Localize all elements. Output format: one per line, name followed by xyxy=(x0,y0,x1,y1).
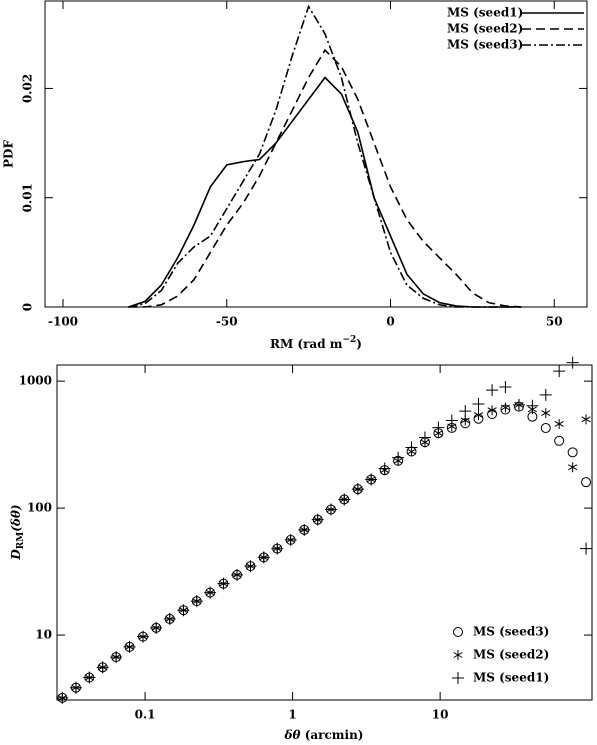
marker xyxy=(432,421,445,434)
top-y-label: PDF xyxy=(2,140,16,168)
marker xyxy=(452,672,464,684)
marker xyxy=(311,513,324,526)
marker xyxy=(580,542,593,555)
marker xyxy=(150,621,163,634)
marker xyxy=(244,560,257,573)
marker xyxy=(567,447,578,458)
marker xyxy=(500,402,510,413)
x-tick-label: -50 xyxy=(216,315,238,329)
y-tick-label: 1000 xyxy=(19,374,52,388)
x-tick-label: 0.1 xyxy=(135,708,156,722)
x-tick-label: 10 xyxy=(432,708,449,722)
x-tick-label: -100 xyxy=(48,315,78,329)
marker xyxy=(473,410,484,421)
marker xyxy=(204,586,217,599)
marker xyxy=(163,612,176,625)
y-tick-label: 0 xyxy=(21,303,35,311)
x-tick-label: 0 xyxy=(386,315,394,329)
line-series xyxy=(128,76,522,308)
marker xyxy=(405,441,418,454)
marker xyxy=(123,640,136,653)
marker xyxy=(110,651,123,664)
marker xyxy=(539,388,552,401)
marker xyxy=(284,533,297,546)
marker xyxy=(541,408,551,419)
marker xyxy=(566,356,579,369)
marker xyxy=(56,691,69,704)
marker xyxy=(540,423,551,434)
marker xyxy=(554,435,565,446)
marker xyxy=(217,577,230,590)
marker xyxy=(96,661,109,674)
marker xyxy=(418,431,431,444)
marker xyxy=(271,542,284,555)
y-tick-label: 10 xyxy=(35,628,52,642)
marker xyxy=(257,551,270,564)
top-frame xyxy=(44,0,588,308)
marker xyxy=(298,523,311,536)
bottom-y-label: DRM(δθ) xyxy=(9,504,26,560)
top-x-label: RM (rad m−2) xyxy=(270,335,362,351)
line-series xyxy=(128,48,522,308)
marker xyxy=(581,414,591,425)
legend-label: MS (seed2) xyxy=(447,22,523,36)
marker xyxy=(190,595,203,608)
marker xyxy=(338,493,351,506)
line-series xyxy=(128,4,522,308)
bottom-frame xyxy=(56,364,593,701)
marker xyxy=(526,399,539,412)
legend-label: MS (seed3) xyxy=(447,38,523,52)
marker xyxy=(445,414,458,427)
y-tick-label: 0.02 xyxy=(21,74,35,103)
marker xyxy=(487,405,497,416)
bottom-x-label: δθ (arcmin) xyxy=(284,728,364,742)
marker xyxy=(136,630,149,643)
marker xyxy=(453,627,463,637)
marker xyxy=(486,384,499,397)
marker xyxy=(512,398,525,411)
marker xyxy=(378,462,391,475)
legend-label: MS (seed2) xyxy=(473,648,549,662)
marker xyxy=(453,650,463,660)
marker xyxy=(231,568,244,581)
marker xyxy=(553,365,566,378)
marker xyxy=(392,451,405,464)
legend-label: MS (seed1) xyxy=(447,6,523,20)
marker xyxy=(365,473,378,486)
marker xyxy=(69,681,82,694)
marker xyxy=(472,398,485,411)
x-tick-label: 1 xyxy=(288,708,296,722)
legend-label: MS (seed1) xyxy=(473,671,549,685)
marker xyxy=(459,405,472,418)
marker xyxy=(351,483,364,496)
marker xyxy=(499,380,512,393)
marker xyxy=(568,462,578,473)
x-tick-label: 50 xyxy=(546,315,563,329)
y-tick-label: 0.01 xyxy=(21,183,35,212)
legend-label: MS (seed3) xyxy=(473,625,549,639)
marker xyxy=(324,503,337,516)
y-tick-label: 100 xyxy=(27,501,52,515)
marker xyxy=(554,418,564,429)
marker xyxy=(581,477,592,488)
marker xyxy=(83,671,96,684)
marker xyxy=(177,604,190,617)
